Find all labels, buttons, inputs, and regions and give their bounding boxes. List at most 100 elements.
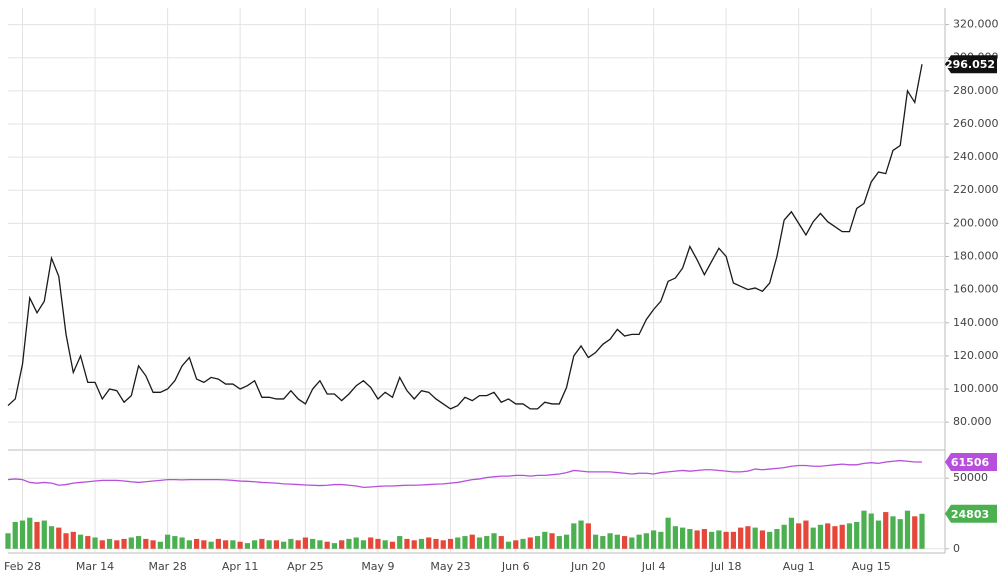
volume-bar	[658, 531, 664, 549]
volume-bar	[418, 538, 425, 549]
volume-bar	[861, 510, 867, 549]
y-tick-label: 220.000	[953, 183, 999, 196]
volume-bar	[723, 531, 729, 549]
y-tick-label: 0	[953, 542, 960, 555]
volume-average-line	[7, 459, 923, 489]
volume-bar	[368, 537, 374, 549]
last-average-tag: 61506	[951, 456, 990, 469]
y-tick-label: 320.000	[953, 18, 999, 31]
volume-bar	[650, 530, 657, 549]
volume-bar	[302, 537, 309, 549]
x-tick-label: Jun 6	[501, 560, 530, 573]
volume-bar	[440, 540, 446, 549]
volume-bar	[868, 513, 874, 549]
volume-bar	[266, 540, 272, 549]
volume-bar	[643, 533, 649, 549]
volume-bar	[571, 523, 577, 549]
volume-bar	[179, 537, 185, 549]
volume-bar	[353, 537, 359, 549]
volume-bar	[157, 541, 163, 549]
volume-bar	[223, 540, 229, 549]
volume-bar	[295, 540, 301, 549]
x-tick-label: Apr 25	[287, 560, 324, 573]
volume-bar	[527, 537, 533, 549]
volume-bar	[92, 537, 98, 549]
volume-bar	[5, 533, 11, 549]
volume-bar	[701, 529, 707, 549]
volume-bar	[447, 538, 454, 549]
volume-bar	[324, 541, 330, 549]
volume-bar	[592, 534, 599, 549]
x-tick-label: May 23	[430, 560, 470, 573]
volume-bar	[636, 534, 642, 549]
volume-bar	[796, 523, 802, 549]
volume-bar	[375, 538, 381, 549]
volume-bar	[875, 520, 882, 549]
volume-bar	[404, 538, 410, 549]
volume-bar	[897, 519, 903, 549]
volume-bar	[774, 529, 780, 549]
volume-bar	[397, 536, 403, 549]
volume-bar	[759, 530, 766, 549]
volume-bar	[890, 516, 896, 549]
volume-bar	[70, 531, 76, 549]
volume-bar	[694, 530, 700, 549]
volume-bar	[164, 534, 171, 549]
volume-bar	[629, 537, 635, 549]
volume-bar	[469, 534, 475, 549]
price-line	[7, 64, 923, 410]
volume-bar	[331, 543, 338, 549]
y-tick-label: 80.000	[953, 415, 992, 428]
volume-bar	[106, 538, 113, 549]
volume-bar	[476, 537, 483, 549]
volume-bar	[48, 526, 55, 549]
volume-bar	[193, 538, 200, 549]
last-volume-tag-bg	[945, 504, 997, 523]
volume-bar	[767, 531, 773, 549]
volume-bar	[259, 538, 265, 549]
x-tick-label: Feb 28	[4, 560, 41, 573]
volume-bar	[752, 527, 758, 549]
volume-bar	[846, 523, 853, 549]
volume-bar	[665, 517, 671, 549]
volume-bar	[99, 540, 105, 549]
volume-bar	[244, 543, 250, 549]
volume-bar	[462, 536, 468, 549]
volume-bar	[150, 540, 156, 549]
volume-bar	[912, 516, 918, 549]
volume-bar	[41, 520, 47, 549]
volume-bar	[563, 534, 570, 549]
volume-bar	[687, 529, 693, 549]
volume-bar	[411, 540, 417, 549]
y-tick-label: 240.000	[953, 150, 999, 163]
volume-bar	[498, 536, 504, 549]
y-tick-label: 160.000	[953, 283, 999, 296]
volume-bar	[839, 524, 845, 549]
volume-bar	[825, 523, 831, 549]
volume-bar	[904, 510, 911, 549]
volume-bar	[730, 531, 737, 549]
y-tick-label: 200.000	[953, 216, 999, 229]
volume-bar	[27, 517, 33, 549]
volume-bar	[716, 530, 722, 549]
volume-bar	[114, 540, 120, 549]
volume-bar	[281, 541, 287, 549]
volume-bar	[339, 540, 345, 549]
volume-bar	[252, 540, 258, 549]
volume-bar	[273, 540, 280, 549]
volume-bar	[919, 513, 925, 549]
x-tick-label: Mar 14	[76, 560, 114, 573]
volume-bar	[600, 536, 606, 549]
x-tick-label: Jul 4	[641, 560, 666, 573]
x-tick-label: Jul 18	[710, 560, 742, 573]
volume-bar	[128, 537, 134, 549]
y-tick-label: 140.000	[953, 316, 999, 329]
y-tick-label: 100.000	[953, 382, 999, 395]
volume-bar	[745, 526, 751, 549]
volume-bar	[19, 520, 26, 549]
volume-bar	[738, 527, 744, 549]
volume-bar	[607, 533, 613, 549]
volume-bar	[788, 517, 795, 549]
